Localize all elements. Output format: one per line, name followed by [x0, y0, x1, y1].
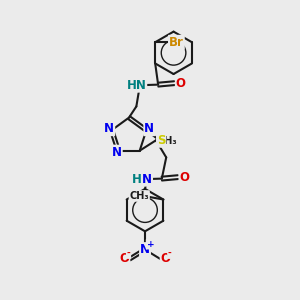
- Text: -: -: [168, 249, 172, 258]
- Text: +: +: [146, 240, 154, 249]
- Text: CH₃: CH₃: [158, 136, 177, 146]
- Text: N: N: [142, 173, 152, 186]
- Text: H: H: [132, 173, 142, 186]
- Text: Br: Br: [169, 36, 184, 49]
- Text: CH₃: CH₃: [129, 191, 149, 201]
- Text: N: N: [144, 122, 154, 135]
- Text: N: N: [104, 122, 114, 135]
- Text: -: -: [127, 249, 130, 258]
- Text: N: N: [140, 243, 150, 256]
- Text: O: O: [119, 253, 129, 266]
- Text: O: O: [176, 77, 186, 90]
- Text: N: N: [112, 146, 122, 159]
- Text: S: S: [157, 134, 166, 147]
- Text: O: O: [160, 253, 171, 266]
- Text: HN: HN: [126, 79, 146, 92]
- Text: O: O: [179, 171, 190, 184]
